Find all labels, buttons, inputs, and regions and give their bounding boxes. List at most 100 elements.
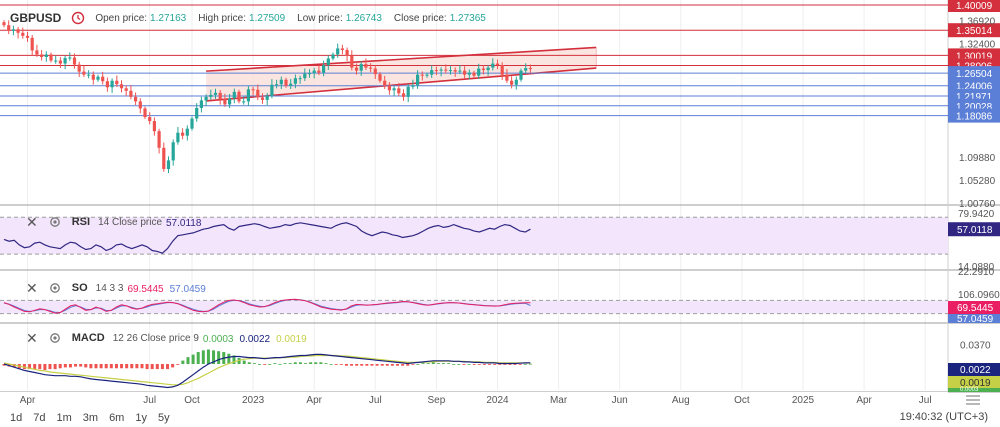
macd-hist-bar	[114, 364, 118, 369]
timeframe-5y[interactable]: 5y	[157, 411, 170, 424]
candle-body	[7, 25, 11, 31]
macd-hist-bar	[2, 364, 6, 366]
level-label: 1.20028	[956, 102, 993, 113]
macd-hist-bar	[360, 364, 364, 366]
candle-body	[148, 117, 152, 122]
timeframe-7d[interactable]: 7d	[33, 411, 46, 424]
candle-body	[260, 97, 265, 100]
high-value: 1.27509	[249, 12, 286, 24]
candle-body	[63, 58, 67, 64]
macd-line-value: 0.0022	[239, 334, 271, 345]
candle-body	[87, 74, 91, 76]
candle-body	[354, 67, 359, 71]
timeframe-3m[interactable]: 3m	[82, 411, 99, 424]
timeframe-6m[interactable]: 6m	[109, 411, 125, 424]
level-label: 1.24006	[956, 82, 993, 93]
rsi-scale-label: 22.2910	[958, 267, 995, 278]
macd-hist-bar	[94, 364, 98, 369]
candle-body	[265, 95, 269, 100]
timeframe-1y[interactable]: 1y	[135, 411, 147, 424]
macd-hist-bar	[477, 364, 481, 365]
macd-hist-bar	[268, 364, 272, 365]
candle-body	[91, 74, 95, 80]
macd-hist-bar	[278, 364, 282, 365]
macd-hist-bar	[166, 364, 170, 370]
macd-hist-bar	[416, 364, 420, 365]
macd-hist-bar	[63, 364, 67, 368]
macd-hist-bar	[482, 364, 486, 365]
scale-settings-icon[interactable]	[966, 395, 980, 405]
macd-hist-bar	[447, 363, 451, 364]
time-tick-label: Oct	[734, 395, 750, 406]
candle-body	[44, 54, 48, 58]
close-icon[interactable]: ✕	[26, 214, 38, 230]
candle-body	[166, 160, 171, 169]
candle-body	[336, 48, 340, 55]
level-label: 1.35014	[956, 26, 993, 37]
candle-body	[500, 65, 504, 75]
timeframe-1m[interactable]: 1m	[56, 411, 72, 424]
candle-body	[162, 147, 166, 169]
candle-body	[317, 70, 321, 73]
macd-hist-bar	[283, 363, 287, 364]
candle-body	[373, 68, 377, 75]
gear-icon[interactable]	[48, 331, 62, 345]
rsi-name: RSI	[71, 216, 91, 228]
time-tick-label: Apr	[20, 395, 36, 406]
macd-hist-bar	[79, 364, 83, 367]
macd-hist-bar	[104, 364, 108, 369]
macd-signal-value: 0.0019	[276, 334, 307, 345]
candle-body	[129, 90, 133, 97]
macd-hist-bar	[176, 364, 180, 365]
macd-hist-bar	[298, 362, 302, 364]
macd-signal-tag	[948, 376, 1000, 388]
time-tick-label: Jul	[919, 395, 932, 406]
macd-hist-bar	[22, 364, 26, 370]
so-scale-label: 106.0960	[958, 290, 1000, 301]
candle-body	[307, 73, 312, 75]
macd-hist-bar	[99, 364, 103, 369]
channel-fill	[206, 47, 597, 101]
level-label-bg	[948, 23, 1000, 38]
candle-body	[345, 49, 349, 56]
candle-body	[453, 70, 457, 72]
close-icon[interactable]: ✕	[26, 280, 38, 296]
macd-hist-bar	[217, 351, 221, 364]
macd-hist-bar	[488, 364, 492, 365]
candle-body	[58, 60, 62, 64]
candle-body	[444, 69, 448, 71]
candle-body	[72, 57, 77, 65]
candle-body	[495, 63, 500, 66]
macd-hist-bar	[421, 363, 425, 364]
time-tick-label: Apr	[856, 395, 872, 406]
candle-body	[350, 55, 354, 68]
macd-hist-bar	[503, 364, 507, 365]
candle-body	[30, 37, 34, 51]
macd-title: ✕ MACD 12 26 Close price 9 0.0003 0.0022 0…	[26, 330, 313, 346]
gear-icon[interactable]	[48, 281, 62, 295]
macd-hist-bar	[406, 364, 410, 366]
close-value: 1.27365	[449, 12, 486, 24]
level-label: 1.26504	[956, 69, 993, 80]
candle-body	[275, 84, 279, 86]
time-tick-label: Jul	[143, 395, 156, 406]
candle-body	[110, 80, 114, 88]
gear-icon[interactable]	[48, 215, 62, 229]
macd-hist-bar	[212, 350, 216, 364]
candle-body	[77, 64, 81, 72]
macd-hist-bar	[309, 362, 313, 364]
candle-body	[209, 94, 213, 97]
level-label: 1.21971	[956, 92, 993, 103]
clock-icon[interactable]	[71, 11, 85, 25]
channel-upper-line	[206, 46, 597, 72]
so-k-line	[3, 298, 531, 314]
macd-hist-bar	[237, 358, 241, 364]
macd-hist-bar	[227, 353, 231, 364]
macd-hist-bar	[462, 364, 466, 365]
timeframe-1d[interactable]: 1d	[10, 411, 23, 424]
close-icon[interactable]: ✕	[26, 330, 38, 346]
chart-canvas[interactable]: 1.400091.350141.300191.280061.265041.240…	[0, 0, 1000, 408]
candle-body	[279, 79, 283, 85]
candle-body	[2, 22, 6, 26]
macd-hist-bar	[426, 363, 430, 364]
